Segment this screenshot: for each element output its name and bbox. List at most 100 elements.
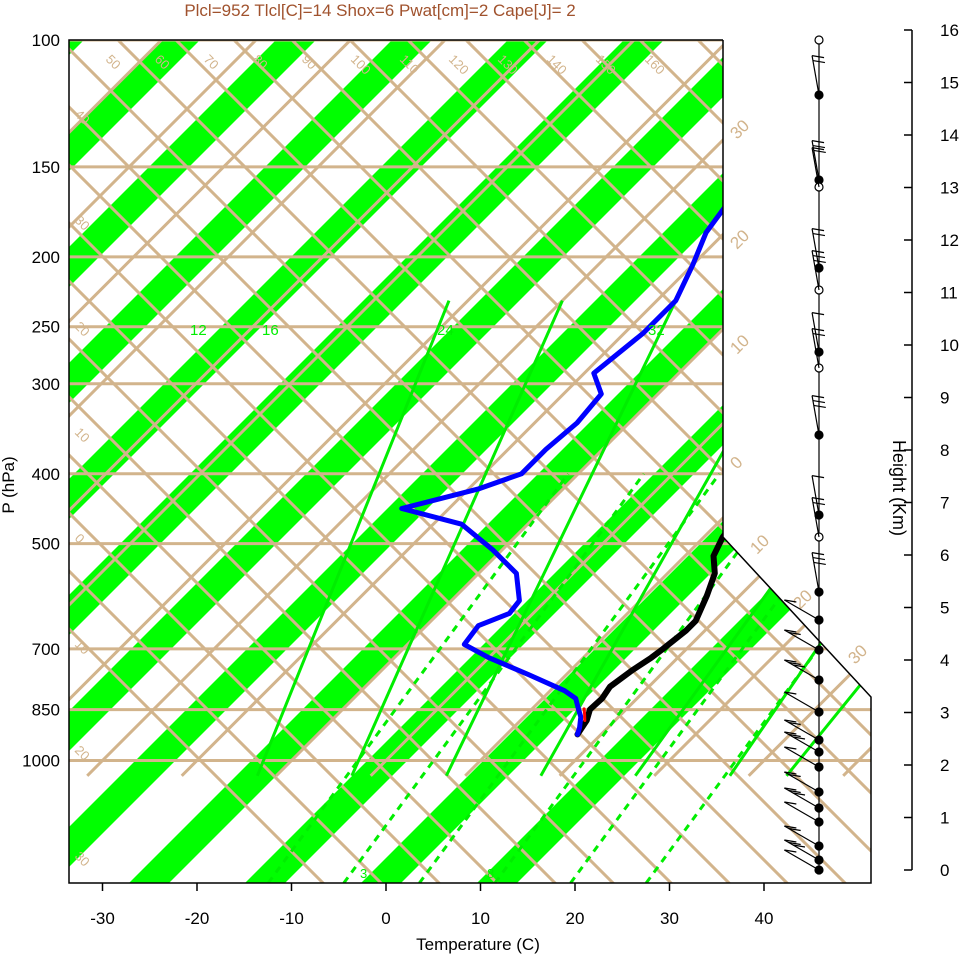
barb-staff (811, 552, 820, 593)
barb-feather (812, 59, 826, 64)
dry-adiabat (69, 40, 848, 883)
isotherm (69, 40, 233, 777)
frame-border (68, 39, 872, 884)
y-tick-label: 700 (32, 640, 60, 659)
isotherm (69, 40, 327, 777)
barb-feather (811, 140, 825, 144)
y-tick-label: 850 (32, 701, 60, 720)
y-tick-label: 300 (32, 375, 60, 394)
barb-staff (784, 746, 820, 768)
height-tick-label: 3 (940, 704, 949, 723)
dry-adiabat (69, 40, 732, 883)
x-tick-label: 10 (471, 909, 490, 928)
height-tick-label: 10 (940, 336, 959, 355)
barb-feather (812, 144, 826, 149)
isotherm (69, 40, 611, 777)
barb-feather (811, 228, 825, 232)
barb-feather (784, 825, 797, 829)
barb-staff (784, 599, 820, 621)
barb-staff (811, 328, 820, 369)
axes: -30 -20 -10 0 10 20 30 401001502002503004005007… (22, 31, 773, 928)
isotherm-edge-label: 10 (72, 425, 93, 446)
dry-adiabat (656, 40, 871, 883)
height-tick-label: 12 (940, 231, 959, 250)
barb-feather (812, 332, 826, 337)
barb-feather (784, 849, 797, 853)
height-axis-label: Height (Km) (889, 440, 909, 536)
isotherm (653, 40, 871, 777)
barb-feather (784, 746, 797, 750)
x-tick-label: 40 (755, 909, 774, 928)
dry-adiabat (69, 40, 674, 883)
mixing-ratio-line (785, 472, 871, 777)
barb-feather (813, 404, 826, 409)
isotherm (69, 40, 705, 777)
y-tick-label: 200 (32, 248, 60, 267)
isotherm (558, 40, 871, 777)
height-tick-label: 0 (940, 861, 949, 880)
barb-feather (792, 664, 806, 668)
barb-feather (792, 792, 806, 796)
height-tick-label: 4 (940, 651, 949, 670)
barb-feather (784, 719, 797, 723)
dry-adiabat (772, 40, 871, 883)
barb-feather (811, 475, 825, 479)
band (360, 40, 871, 883)
barb-feather (811, 250, 825, 254)
isotherm (69, 40, 516, 777)
x-tick-label: -20 (185, 909, 210, 928)
y-tick-label: 250 (32, 318, 60, 337)
barb-feather (784, 691, 797, 695)
barb-feather (811, 55, 825, 59)
barb-staff (811, 147, 820, 188)
height-tick-label: 1 (940, 809, 949, 828)
moist-adiabat (266, 472, 570, 883)
mixing-ratio-line (350, 300, 564, 777)
barb-feather (811, 328, 825, 332)
barb-staff (784, 801, 820, 823)
dry-adiabat (69, 40, 790, 883)
dry-adiabat (69, 40, 500, 883)
dry-label: 3 (360, 866, 367, 881)
isotherm-edge-label: 10 (726, 331, 753, 358)
in-plot-labels: 50 60 70 80 90 100 110 120 130 140 150 160302010010… (72, 52, 871, 881)
barb-feather (788, 721, 801, 726)
mixing-ratio-label: 16 (262, 322, 279, 339)
barb-feather (788, 827, 801, 832)
barb-feather (812, 232, 826, 237)
moist-adiabat (342, 472, 646, 883)
y-tick-label: 100 (32, 31, 60, 50)
barb-staff (811, 250, 820, 291)
height-tick-label: 14 (940, 126, 959, 145)
barb-feather (788, 789, 801, 794)
height-tick-label: 2 (940, 756, 949, 775)
height-tick-label: 16 (940, 21, 959, 40)
isotherm-edge-label: 10 (746, 531, 773, 558)
y-tick-label: 150 (32, 158, 60, 177)
barb-staff (811, 395, 820, 436)
isotherm-edge-label: 30 (844, 641, 871, 668)
isotherm-label: 90 (299, 52, 320, 73)
barb-staff (784, 849, 820, 871)
x-axis-label: Temperature (C) (416, 935, 540, 954)
isotherm (69, 40, 422, 777)
barb-feather (811, 552, 825, 556)
dry-adiabat (69, 40, 442, 883)
mixing-ratio-line (255, 300, 451, 777)
barb-feather (811, 497, 825, 501)
y-tick-label: 500 (32, 535, 60, 554)
barb-feather (788, 773, 801, 778)
y-tick-label: 1000 (22, 752, 60, 771)
dry-label: 8 (487, 866, 494, 881)
height-tick-label: 11 (940, 284, 958, 303)
mixing-ratio-label: 32 (648, 322, 665, 339)
isotherm (69, 40, 800, 777)
barb-feather (813, 561, 826, 566)
mixing-ratio-line (444, 299, 678, 777)
barb-staff (811, 312, 820, 353)
barb-feather (784, 629, 797, 633)
barb-feather (784, 771, 797, 775)
barb-feather (788, 661, 801, 666)
barb-feather (812, 399, 826, 404)
